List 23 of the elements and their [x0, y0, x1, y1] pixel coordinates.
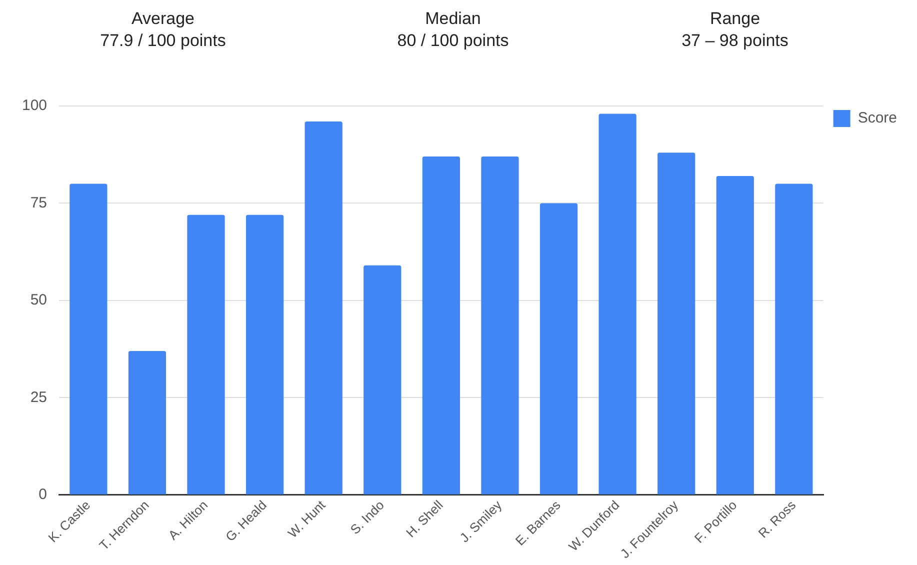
- bar: [716, 176, 754, 494]
- y-tick-label: 75: [30, 194, 48, 212]
- bar: [422, 156, 460, 494]
- text: Average 77.9 / 100 points: [99, 8, 227, 52]
- bar: [70, 184, 108, 494]
- bar: [187, 214, 225, 494]
- y-tick-label: 0: [38, 486, 48, 503]
- bar: [128, 350, 166, 494]
- bar: [364, 265, 402, 494]
- bar: [540, 203, 578, 494]
- bar: [598, 114, 636, 494]
- bar: [304, 122, 342, 494]
- bar: [775, 184, 813, 494]
- bar: [246, 214, 284, 494]
- y-tick-label: 25: [30, 388, 48, 406]
- text: Range 37 – 98 points: [680, 8, 790, 52]
- y-tick-label: 100: [22, 97, 48, 114]
- legend-label: Score: [858, 110, 898, 127]
- y-tick-label: 50: [30, 292, 48, 309]
- bar: [481, 156, 519, 494]
- bar: [658, 152, 696, 494]
- text: Median 80 / 100 points: [396, 8, 510, 52]
- x-tick-label: S. Indo: [347, 497, 388, 538]
